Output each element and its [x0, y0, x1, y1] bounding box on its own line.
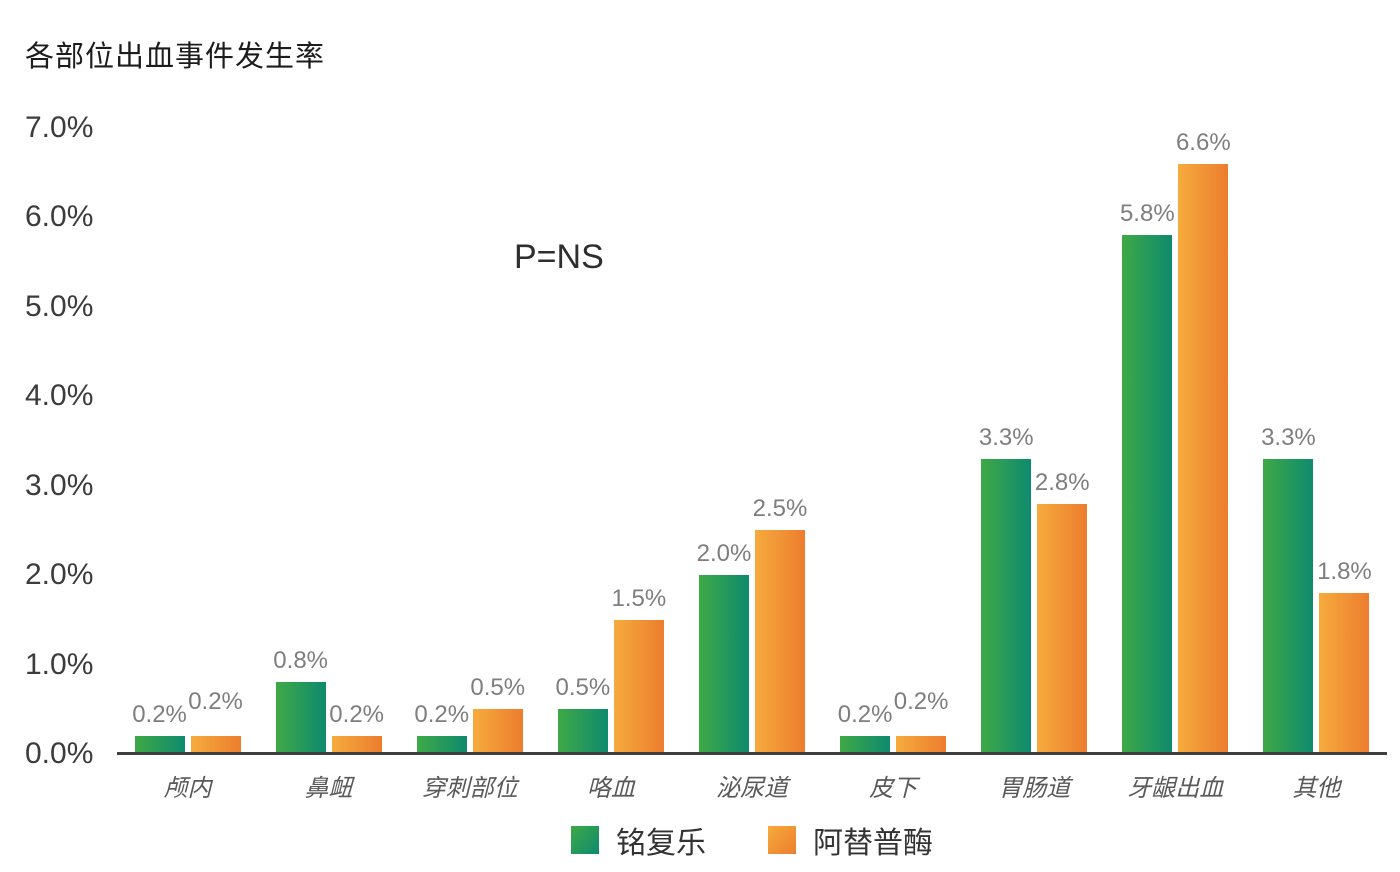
bar-wrap: 1.8%: [1317, 558, 1372, 754]
bar-wrap: 5.8%: [1120, 200, 1175, 754]
bar-green: [134, 736, 185, 754]
bar-wrap: 0.2%: [414, 701, 469, 754]
bar-wrap: 0.2%: [894, 688, 948, 754]
bar-green: [1122, 235, 1173, 754]
x-axis-category-label: 其他: [1292, 775, 1341, 802]
x-axis-category-label: 胃肠道: [998, 775, 1071, 802]
legend-item: 铭复乐: [571, 818, 706, 862]
bar-green: [840, 736, 891, 754]
x-axis-category-label: 鼻衄: [304, 775, 353, 802]
legend-swatch-green: [571, 826, 599, 854]
bar-orange: [331, 736, 382, 754]
bar-wrap: 0.2%: [329, 701, 384, 754]
bar-group: 0.2% 0.2% 颅内: [117, 128, 258, 802]
x-axis-category-label: 皮下: [869, 775, 918, 802]
bar-value-label: 0.2%: [893, 688, 949, 716]
y-axis-tick-label: 5.0%: [25, 289, 94, 323]
bar-value-label: 2.5%: [752, 495, 808, 523]
bar-value-label: 0.2%: [414, 701, 470, 729]
p-value-annotation: P=NS: [514, 238, 604, 276]
bar-green: [557, 709, 608, 754]
bar-value-label: 0.5%: [555, 674, 611, 702]
bar-group: 5.8% 6.6% 牙龈出血: [1105, 128, 1246, 802]
bar-value-label: 0.2%: [132, 701, 187, 729]
y-axis-tick-label: 2.0%: [25, 558, 94, 592]
bar-group: 3.3% 1.8% 其他: [1246, 128, 1387, 802]
bar-value-label: 0.2%: [188, 688, 243, 716]
legend-swatch-orange: [768, 826, 796, 854]
bar-group: 0.2% 0.5% 穿刺部位: [399, 128, 540, 802]
bar-value-label: 5.8%: [1119, 200, 1175, 228]
bar-green: [416, 736, 467, 754]
bar-value-label: 6.6%: [1175, 128, 1231, 156]
bar-orange: [1319, 593, 1370, 754]
bar-orange: [472, 709, 523, 754]
y-axis-tick-label: 0.0%: [25, 737, 94, 770]
y-axis-tick-label: 1.0%: [25, 647, 94, 681]
bar-orange: [190, 736, 241, 754]
bar-value-label: 0.2%: [837, 701, 893, 729]
bar-green: [698, 575, 749, 754]
bar-value-label: 1.5%: [611, 584, 667, 612]
bar-wrap: 2.0%: [697, 540, 751, 754]
bar-orange: [754, 530, 805, 754]
y-axis-tick-label: 3.0%: [25, 468, 94, 502]
bar-wrap: 0.2%: [132, 701, 187, 754]
bar-wrap: 2.5%: [753, 495, 807, 754]
bar-value-label: 1.8%: [1317, 558, 1372, 586]
bar-wrap: 3.3%: [979, 424, 1034, 754]
bar-value-label: 3.3%: [978, 423, 1034, 451]
x-axis-line: [117, 752, 1387, 755]
legend-item-label: 铭复乐: [616, 827, 706, 860]
bar-value-label: 0.2%: [329, 701, 385, 729]
bar-value-label: 0.8%: [273, 647, 329, 675]
bar-group: 0.2% 0.2% 皮下: [823, 128, 964, 802]
legend: 铭复乐 阿替普酶: [117, 818, 1387, 862]
plot-area: 0.2% 0.2% 颅内 0.8% 0.2% 鼻衄 0.2% 0.5% 穿刺部位 0.5% 1.5%…: [117, 128, 1387, 802]
x-axis-category-label: 泌尿道: [715, 775, 788, 802]
bar-wrap: 0.5%: [556, 674, 610, 754]
x-axis-category-label: 牙龈出血: [1127, 775, 1224, 802]
bar-group: 3.3% 2.8% 胃肠道: [964, 128, 1105, 802]
legend-item: 阿替普酶: [768, 818, 933, 862]
bar-value-label: 3.3%: [1261, 423, 1316, 451]
bar-orange: [1037, 503, 1088, 754]
bar-green: [981, 458, 1032, 754]
bar-green: [1263, 458, 1314, 754]
bar-green: [275, 682, 326, 754]
bar-wrap: 0.5%: [470, 674, 525, 754]
bar-wrap: 0.8%: [273, 647, 328, 754]
x-axis-category-label: 咯血: [586, 775, 635, 802]
chart-title: 各部位出血事件发生率: [25, 41, 326, 73]
bar-group: 0.5% 1.5% 咯血: [540, 128, 681, 802]
bar-wrap: 3.3%: [1261, 424, 1316, 754]
bar-wrap: 1.5%: [612, 585, 666, 754]
x-axis-category-label: 颅内: [163, 775, 212, 802]
legend-item-label: 阿替普酶: [813, 827, 933, 860]
bar-wrap: 0.2%: [188, 688, 243, 754]
bar-group: 0.8% 0.2% 鼻衄: [258, 128, 399, 802]
y-axis-tick-label: 4.0%: [25, 379, 94, 413]
bar-value-label: 2.8%: [1034, 468, 1090, 496]
bar-wrap: 2.8%: [1035, 469, 1090, 754]
bar-wrap: 6.6%: [1176, 129, 1231, 754]
bar-orange: [613, 619, 664, 754]
bar-wrap: 0.2%: [838, 701, 892, 754]
bar-orange: [1178, 163, 1229, 754]
y-axis-tick-label: 7.0%: [25, 111, 94, 144]
x-axis-category-label: 穿刺部位: [421, 775, 518, 802]
bar-value-label: 2.0%: [696, 540, 752, 568]
y-axis-tick-label: 6.0%: [25, 200, 94, 234]
bar-orange: [896, 736, 947, 754]
bar-value-label: 0.5%: [470, 674, 526, 702]
bar-group: 2.0% 2.5% 泌尿道: [681, 128, 822, 802]
